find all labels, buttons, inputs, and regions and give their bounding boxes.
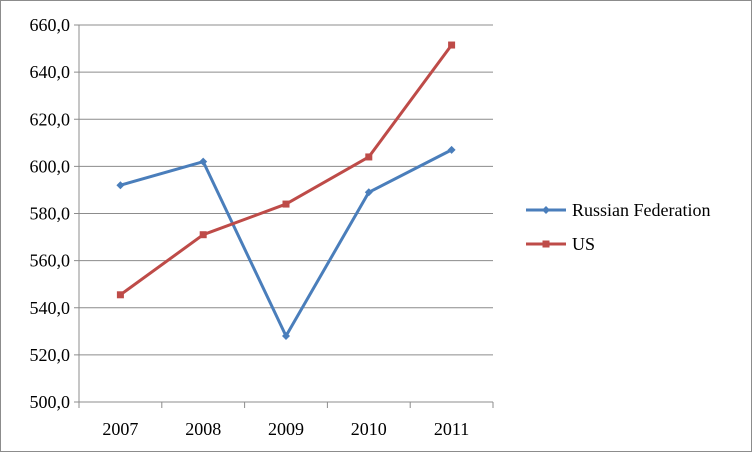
gridlines [79, 24, 493, 356]
x-tick-label: 2011 [434, 419, 469, 439]
y-tick-label: 640,0 [30, 62, 71, 82]
y-tick-label: 620,0 [30, 109, 71, 129]
series-0 [116, 145, 456, 341]
data-point [365, 153, 373, 161]
y-tick-label: 520,0 [30, 345, 71, 365]
legend-marker [542, 206, 550, 214]
data-point [448, 41, 456, 49]
legend-item: US [526, 234, 595, 254]
x-tick-label: 2008 [185, 419, 221, 439]
series-1 [116, 41, 456, 299]
x-tick-label: 2010 [351, 419, 387, 439]
data-point [282, 332, 290, 341]
y-tick-label: 660,0 [30, 15, 71, 35]
y-tick-label: 600,0 [30, 156, 71, 176]
x-tick-label: 2009 [268, 419, 304, 439]
data-point [116, 291, 124, 299]
data-point [199, 157, 208, 166]
y-tick-label: 540,0 [30, 298, 71, 318]
legend-marker [542, 240, 550, 248]
data-point [364, 188, 373, 197]
legend-label: Russian Federation [572, 200, 710, 220]
x-tick-label: 2007 [102, 419, 138, 439]
legend: Russian Federation US [526, 200, 710, 254]
y-tick-label: 500,0 [30, 392, 71, 412]
series-layer [116, 41, 456, 341]
data-point [447, 145, 456, 154]
data-point [116, 181, 125, 190]
legend-label: US [572, 234, 595, 254]
data-point [199, 231, 207, 239]
y-tick-label: 560,0 [30, 251, 71, 271]
y-tick-label: 580,0 [30, 204, 71, 224]
legend-item: Russian Federation [526, 200, 710, 220]
data-point [282, 200, 290, 208]
axes: 500,0 520,0 540,0 560,0 580,0 600,0 620,0 640,0… [30, 15, 494, 439]
